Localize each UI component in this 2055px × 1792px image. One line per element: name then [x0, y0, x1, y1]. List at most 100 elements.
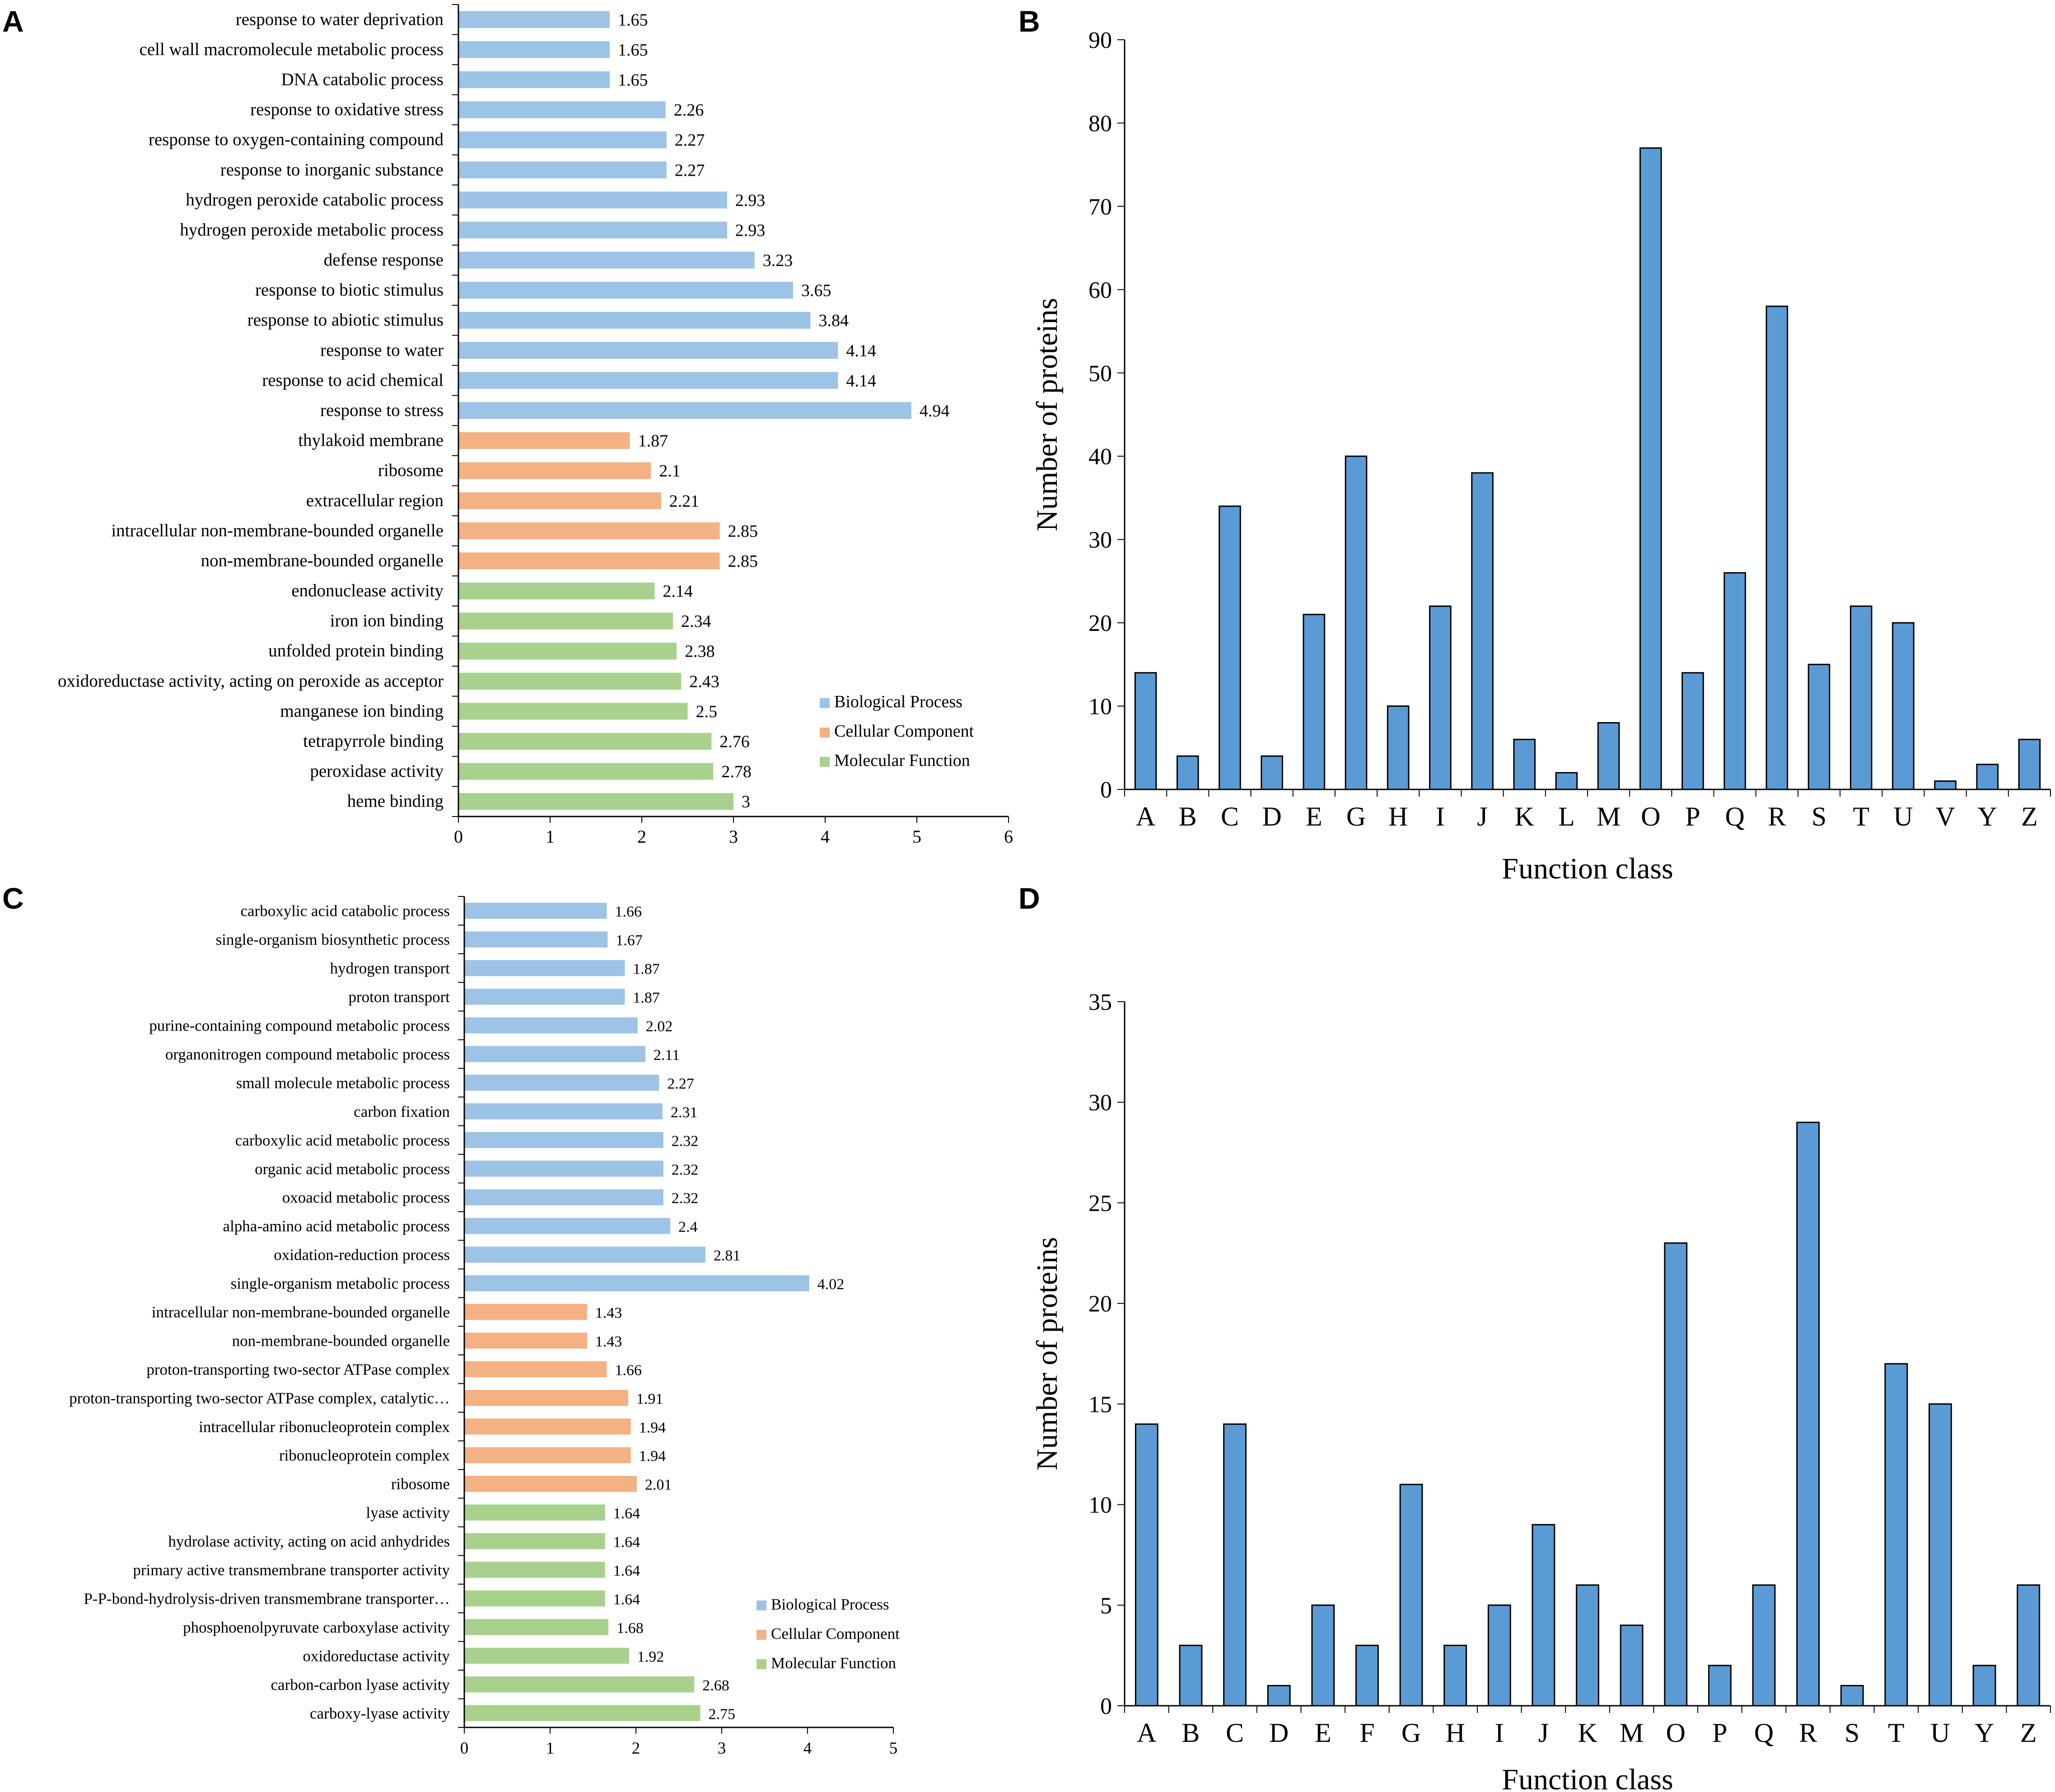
bar: [465, 1647, 629, 1664]
y-tick-label: 40: [1088, 444, 1112, 470]
bar: [1681, 672, 1704, 790]
category-label: small molecule metabolic process: [236, 1074, 450, 1092]
legend-label: Molecular Function: [771, 1654, 896, 1672]
value-label: 3: [742, 793, 750, 812]
y-tick-label: 20: [1088, 611, 1112, 636]
bar: [1179, 1644, 1203, 1707]
x-tick-label: M: [1620, 1718, 1644, 1748]
bar: [1267, 1685, 1291, 1707]
category-label: endonuclease activity: [291, 581, 444, 601]
bar: [465, 1533, 605, 1549]
bar: [465, 1017, 638, 1034]
x-tick-label: 3: [718, 1739, 726, 1758]
x-tick-label: 1: [546, 1739, 555, 1758]
bar: [1429, 605, 1452, 790]
category-label: proton transport: [348, 988, 450, 1006]
bar: [1487, 1604, 1511, 1707]
value-label: 4.02: [817, 1276, 845, 1293]
y-tick-label: 60: [1088, 277, 1112, 303]
value-label: 2.27: [675, 161, 705, 180]
category-label: intracellular non-membrane-bounded organ…: [111, 521, 444, 540]
x-tick-label: V: [1935, 802, 1955, 831]
value-label: 2.02: [646, 1018, 673, 1035]
category-label: phosphoenolpyruvate carboxylase activity: [183, 1619, 450, 1636]
bar: [1664, 1242, 1688, 1707]
value-label: 1.94: [639, 1448, 666, 1465]
legend-swatch: [820, 757, 830, 767]
bar: [2018, 738, 2041, 790]
bar: [1471, 472, 1494, 790]
category-label: cell wall macromolecule metabolic proces…: [139, 40, 444, 59]
legend-label: Molecular Function: [834, 751, 970, 770]
x-tick-label: Z: [2021, 802, 2038, 831]
y-tick-label: 5: [1100, 1593, 1112, 1619]
y-tick-label: 10: [1088, 1493, 1112, 1518]
y-tick-label: 25: [1088, 1190, 1112, 1216]
x-tick-label: M: [1597, 802, 1621, 831]
bar: [465, 1705, 701, 1722]
category-label: carboxylic acid catabolic process: [240, 902, 450, 920]
category-label: intracellular ribonucleoprotein complex: [199, 1418, 450, 1436]
legend-swatch: [820, 728, 830, 737]
x-tick-label: O: [1666, 1718, 1686, 1748]
bar: [1576, 1584, 1599, 1707]
category-label: lyase activity: [366, 1504, 450, 1521]
legend-label: Biological Process: [771, 1596, 889, 1613]
bar: [459, 131, 667, 149]
value-label: 1.87: [633, 989, 660, 1006]
bar: [459, 312, 811, 329]
x-tick-label: C: [1226, 1718, 1244, 1748]
bar: [465, 1275, 809, 1292]
category-label: hydrogen peroxide metabolic process: [180, 220, 444, 239]
bar: [1597, 722, 1620, 790]
x-tick-label: 5: [889, 1739, 898, 1758]
category-label: organonitrogen compound metabolic proces…: [165, 1045, 450, 1063]
bar: [459, 703, 688, 720]
bar: [459, 281, 793, 299]
value-label: 2.78: [721, 762, 752, 781]
bar: [465, 1132, 663, 1148]
bar: [1708, 1665, 1732, 1707]
value-label: 2.4: [678, 1219, 698, 1236]
x-tick-label: 5: [912, 826, 921, 847]
value-label: 2.14: [663, 582, 693, 601]
value-label: 1.68: [616, 1620, 644, 1637]
y-tick-label: 10: [1088, 694, 1112, 720]
category-label: unfolded protein binding: [268, 641, 444, 661]
category-label: purine-containing compound metabolic pro…: [149, 1017, 450, 1035]
bar: [459, 612, 673, 630]
x-tick-label: G: [1401, 1718, 1421, 1748]
bar: [465, 1046, 645, 1062]
value-label: 2.76: [719, 733, 750, 751]
x-tick-label: B: [1179, 802, 1197, 831]
bar: [465, 1103, 663, 1120]
bar: [1840, 1685, 1864, 1707]
x-tick-label: 3: [729, 826, 738, 847]
bar: [1796, 1121, 1820, 1707]
bar: [1620, 1624, 1644, 1707]
category-label: carboxylic acid metabolic process: [235, 1131, 450, 1149]
x-tick-label: B: [1182, 1718, 1200, 1748]
bar: [1176, 755, 1199, 790]
value-label: 3.65: [801, 281, 831, 300]
x-tick-label: T: [1853, 802, 1869, 831]
bar: [459, 552, 720, 569]
x-tick-label: F: [1359, 1718, 1374, 1748]
bar: [465, 960, 625, 976]
bar: [465, 1189, 663, 1205]
category-label: iron ion binding: [330, 611, 444, 630]
x-tick-label: E: [1315, 1718, 1331, 1748]
x-tick-label: I: [1436, 802, 1445, 831]
value-label: 1.65: [618, 70, 648, 89]
x-tick-label: 6: [1004, 826, 1013, 847]
category-label: P-P-bond-hydrolysis-driven transmembrane…: [84, 1590, 450, 1607]
bar: [1532, 1524, 1555, 1707]
category-label: proton-transporting two-sector ATPase co…: [146, 1361, 450, 1378]
bar: [465, 1074, 659, 1091]
x-tick-label: H: [1445, 1718, 1465, 1748]
category-label: single-organism metabolic process: [231, 1275, 450, 1293]
category-label: hydrogen transport: [330, 960, 450, 977]
